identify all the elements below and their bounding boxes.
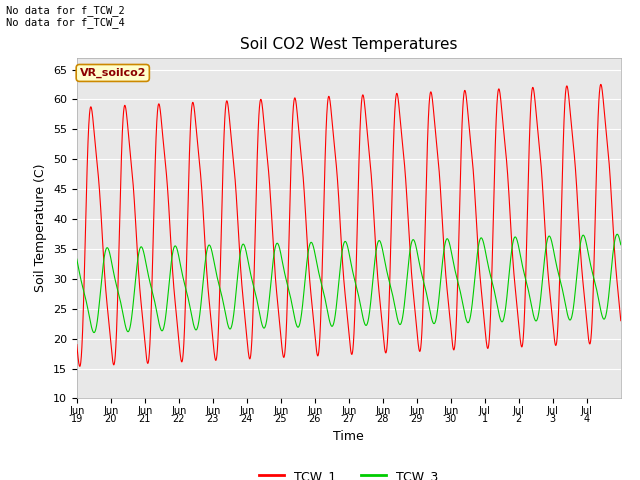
Title: Soil CO2 West Temperatures: Soil CO2 West Temperatures	[240, 37, 458, 52]
Y-axis label: Soil Temperature (C): Soil Temperature (C)	[35, 164, 47, 292]
Legend: TCW_1, TCW_3: TCW_1, TCW_3	[254, 465, 444, 480]
X-axis label: Time: Time	[333, 430, 364, 443]
Text: No data for f_TCW_2
No data for f_TCW_4: No data for f_TCW_2 No data for f_TCW_4	[6, 5, 125, 28]
Text: VR_soilco2: VR_soilco2	[79, 68, 146, 78]
